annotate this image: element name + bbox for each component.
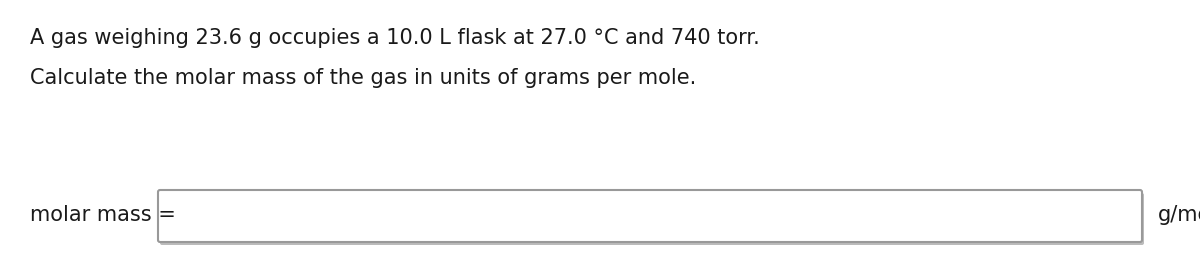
- FancyBboxPatch shape: [158, 190, 1142, 242]
- Text: molar mass =: molar mass =: [30, 205, 176, 225]
- Text: Calculate the molar mass of the gas in units of grams per mole.: Calculate the molar mass of the gas in u…: [30, 68, 696, 88]
- Text: A gas weighing 23.6 g occupies a 10.0 L flask at 27.0 °C and 740 torr.: A gas weighing 23.6 g occupies a 10.0 L …: [30, 28, 760, 48]
- FancyBboxPatch shape: [160, 193, 1144, 245]
- Text: g/mol: g/mol: [1158, 205, 1200, 225]
